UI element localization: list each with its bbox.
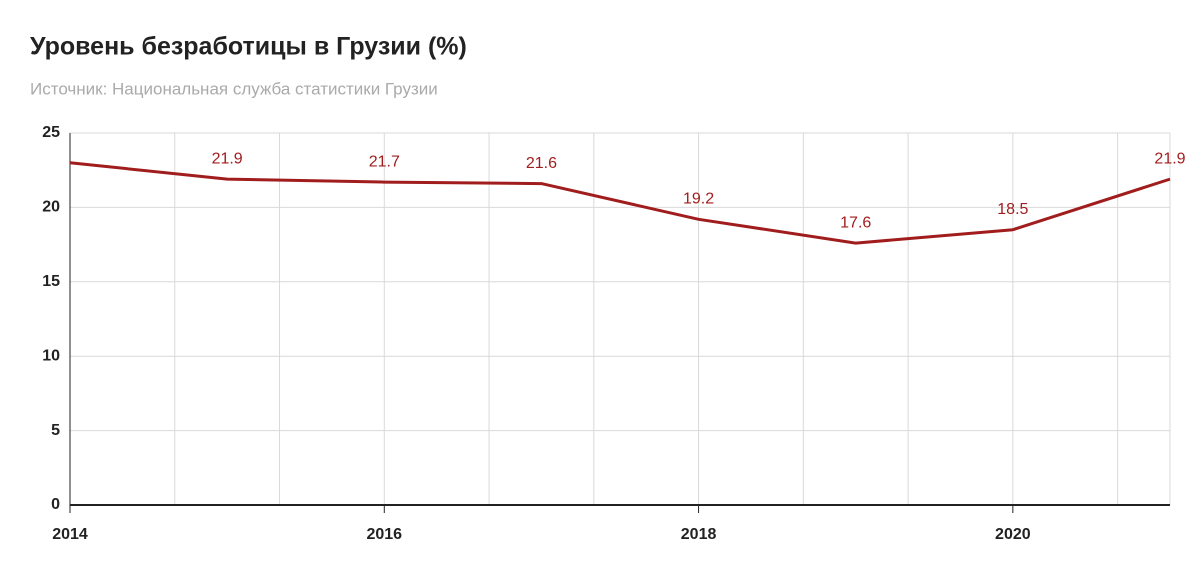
data-label: 19.2 <box>683 191 714 208</box>
y-tick-label: 15 <box>42 273 60 290</box>
chart-title: Уровень безработицы в Грузии (%) <box>30 33 467 61</box>
y-tick-label: 5 <box>51 422 60 439</box>
x-tick-label: 2018 <box>681 526 717 543</box>
x-tick-label: 2014 <box>52 526 88 543</box>
y-tick-label: 0 <box>51 496 60 513</box>
y-tick-label: 25 <box>42 124 60 141</box>
data-label: 21.9 <box>1154 150 1185 167</box>
line <box>69 161 1171 245</box>
data-label: 21.7 <box>369 153 400 170</box>
data-label: 21.9 <box>212 150 243 167</box>
x-tick-label: 2020 <box>995 526 1031 543</box>
data-label: 17.6 <box>840 214 871 231</box>
data-label: 21.6 <box>526 155 557 172</box>
y-tick-label: 20 <box>42 199 60 216</box>
x-tick-label: 2016 <box>366 526 402 543</box>
data-label: 18.5 <box>997 201 1028 218</box>
y-tick-label: 10 <box>42 347 60 364</box>
chart-subtitle: Источник: Национальная служба статистики… <box>30 79 438 98</box>
